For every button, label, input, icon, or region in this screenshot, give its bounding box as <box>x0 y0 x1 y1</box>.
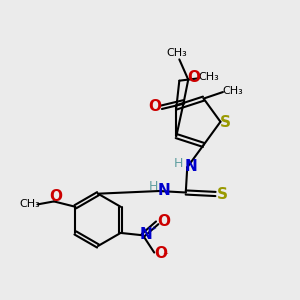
Text: CH₃: CH₃ <box>199 72 219 82</box>
Text: N: N <box>184 159 197 174</box>
Text: ⁻: ⁻ <box>163 251 169 261</box>
Text: N: N <box>140 227 152 242</box>
Text: O: O <box>49 189 62 204</box>
Text: H: H <box>149 180 158 194</box>
Text: CH₃: CH₃ <box>222 86 243 97</box>
Text: O: O <box>154 246 167 261</box>
Text: N: N <box>158 183 171 198</box>
Text: S: S <box>220 115 231 130</box>
Text: O: O <box>157 214 170 230</box>
Text: O: O <box>187 70 200 85</box>
Text: H: H <box>174 157 184 170</box>
Text: CH₃: CH₃ <box>167 48 187 58</box>
Text: O: O <box>148 99 161 114</box>
Text: S: S <box>217 187 227 202</box>
Text: CH₃: CH₃ <box>19 199 40 209</box>
Text: ⁺: ⁺ <box>150 226 156 236</box>
